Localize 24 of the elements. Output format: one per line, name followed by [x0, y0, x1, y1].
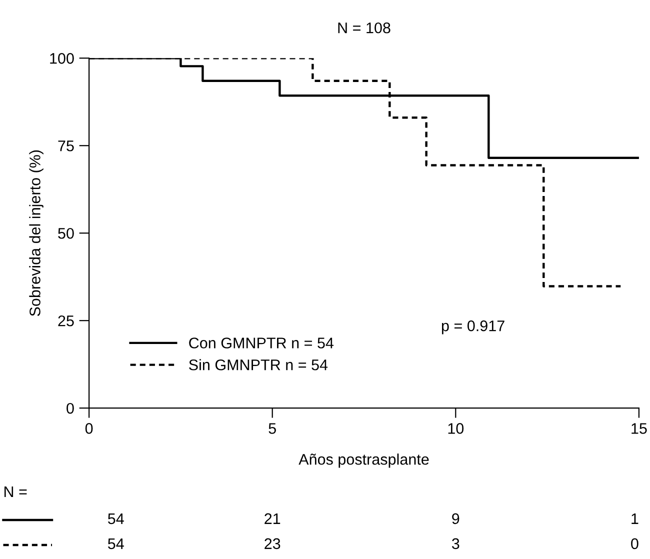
- text: 1: [632, 513, 638, 524]
- legend-label: Sin GMNPTR n = 54: [189, 359, 328, 370]
- x-tick-label: 5: [268, 423, 276, 434]
- text: 9: [452, 513, 460, 524]
- y-tick-label: 50: [58, 228, 74, 239]
- text: 23: [264, 538, 280, 550]
- y-axis-title: Sobrevida del injerto (%): [29, 150, 44, 316]
- y-tick-label: 100: [50, 53, 74, 64]
- x-tick-label: 15: [632, 423, 647, 434]
- text: 54: [108, 538, 124, 550]
- legend-label: Con GMNPTR n = 54: [189, 338, 334, 348]
- x-tick-label: 10: [448, 423, 464, 434]
- text: 0: [631, 538, 638, 550]
- annotation: p = 0.917: [442, 320, 504, 334]
- text: 21: [264, 513, 280, 524]
- chart-title: N = 108: [338, 22, 390, 34]
- y-tick-label: 75: [58, 140, 74, 152]
- x-tick-label: 0: [85, 423, 93, 434]
- y-tick-label: 25: [58, 315, 74, 326]
- text: 54: [108, 513, 124, 524]
- text: N =: [4, 486, 27, 497]
- y-tick-label: 0: [66, 402, 74, 414]
- text: 3: [452, 538, 460, 550]
- x-axis-title: Años postrasplante: [298, 454, 429, 468]
